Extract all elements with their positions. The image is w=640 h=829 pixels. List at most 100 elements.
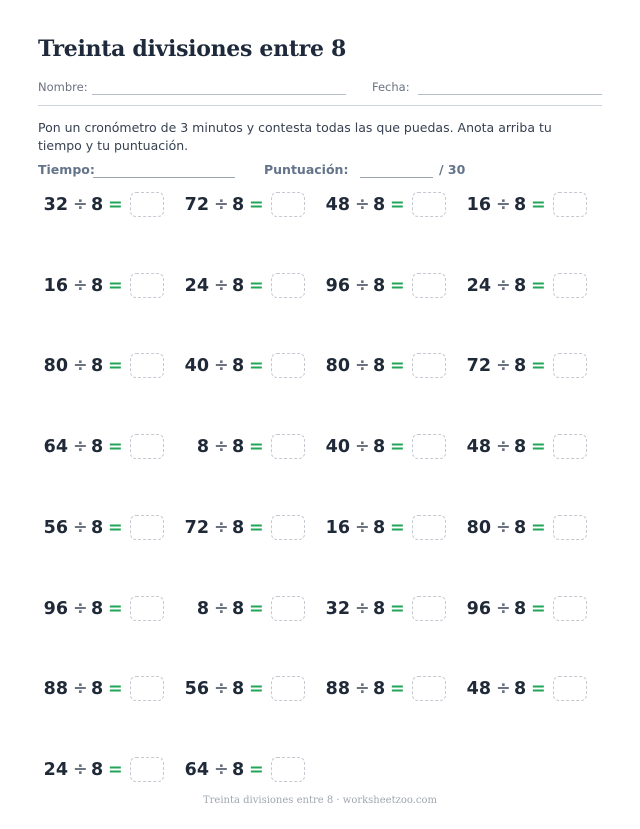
dividend: 88 bbox=[325, 679, 350, 700]
answer-box[interactable] bbox=[130, 353, 164, 379]
divisor: 8 bbox=[91, 759, 104, 780]
division-problem: 96 ÷ 8 = bbox=[324, 272, 474, 300]
division-sign: ÷ bbox=[496, 437, 511, 458]
answer-box[interactable] bbox=[271, 514, 305, 540]
division-problem: 32 ÷ 8 = bbox=[42, 191, 192, 219]
equals-sign: = bbox=[531, 598, 546, 619]
answer-box[interactable] bbox=[553, 514, 587, 540]
answer-box[interactable] bbox=[271, 756, 305, 782]
score-label: Puntuación: bbox=[264, 162, 349, 177]
dividend: 72 bbox=[184, 195, 209, 215]
name-label: Nombre: bbox=[38, 80, 88, 94]
answer-box[interactable] bbox=[412, 595, 446, 621]
answer-box[interactable] bbox=[130, 595, 164, 621]
answer-box[interactable] bbox=[412, 514, 446, 540]
page-title: Treinta divisiones entre 8 bbox=[38, 36, 347, 62]
equals-sign: = bbox=[531, 275, 546, 296]
score-field[interactable] bbox=[360, 177, 433, 178]
division-problem: 32 ÷ 8 = bbox=[324, 595, 474, 623]
division-sign: ÷ bbox=[355, 275, 370, 296]
division-sign: ÷ bbox=[73, 759, 88, 780]
answer-box[interactable] bbox=[553, 434, 587, 460]
division-sign: ÷ bbox=[73, 356, 88, 377]
divisor: 8 bbox=[514, 195, 527, 215]
division-problem: 48 ÷ 8 = bbox=[465, 675, 615, 703]
answer-box[interactable] bbox=[271, 353, 305, 379]
answer-box[interactable] bbox=[553, 192, 587, 217]
answer-box[interactable] bbox=[412, 676, 446, 702]
footer-text: Treinta divisiones entre 8 · worksheetzo… bbox=[202, 795, 438, 806]
divisor: 8 bbox=[91, 679, 104, 700]
division-sign: ÷ bbox=[355, 356, 370, 377]
equals-sign: = bbox=[108, 517, 123, 538]
answer-box[interactable] bbox=[271, 192, 305, 217]
divisor: 8 bbox=[514, 679, 527, 700]
divisor: 8 bbox=[232, 759, 245, 780]
name-date-row: Nombre: Fecha: bbox=[38, 80, 602, 100]
division-sign: ÷ bbox=[214, 679, 229, 700]
answer-box[interactable] bbox=[271, 272, 305, 298]
division-problem: 72 ÷ 8 = bbox=[183, 514, 333, 542]
division-problem: 48 ÷ 8 = bbox=[324, 191, 474, 219]
division-problem: 64 ÷ 8 = bbox=[42, 433, 192, 461]
answer-box[interactable] bbox=[553, 353, 587, 379]
division-sign: ÷ bbox=[355, 598, 370, 619]
name-field[interactable] bbox=[92, 94, 346, 95]
answer-box[interactable] bbox=[130, 756, 164, 782]
division-problem: 40 ÷ 8 = bbox=[324, 433, 474, 461]
division-problem: 16 ÷ 8 = bbox=[465, 191, 615, 219]
dividend: 88 bbox=[43, 679, 68, 700]
division-problem: 56 ÷ 8 = bbox=[183, 675, 333, 703]
equals-sign: = bbox=[249, 517, 264, 538]
division-sign: ÷ bbox=[214, 598, 229, 619]
divisor: 8 bbox=[91, 517, 104, 538]
dividend: 40 bbox=[184, 356, 209, 377]
dividend: 8 bbox=[196, 598, 209, 619]
divisor: 8 bbox=[232, 195, 245, 215]
equals-sign: = bbox=[390, 679, 405, 700]
dividend: 56 bbox=[43, 517, 68, 538]
equals-sign: = bbox=[390, 356, 405, 377]
divisor: 8 bbox=[91, 598, 104, 619]
answer-box[interactable] bbox=[553, 272, 587, 298]
answer-box[interactable] bbox=[130, 272, 164, 298]
date-field[interactable] bbox=[418, 94, 602, 95]
dividend: 72 bbox=[184, 517, 209, 538]
answer-box[interactable] bbox=[271, 595, 305, 621]
dividend: 48 bbox=[466, 679, 491, 700]
answer-box[interactable] bbox=[553, 595, 587, 621]
answer-box[interactable] bbox=[412, 353, 446, 379]
division-problem: 96 ÷ 8 = bbox=[465, 595, 615, 623]
dividend: 40 bbox=[325, 437, 350, 458]
time-field[interactable] bbox=[93, 177, 235, 178]
answer-box[interactable] bbox=[553, 676, 587, 702]
division-sign: ÷ bbox=[214, 517, 229, 538]
date-label: Fecha: bbox=[372, 80, 410, 94]
division-problem: 8 ÷ 8 = bbox=[183, 433, 333, 461]
divisor: 8 bbox=[232, 679, 245, 700]
equals-sign: = bbox=[531, 195, 546, 215]
answer-box[interactable] bbox=[412, 434, 446, 460]
dividend: 96 bbox=[466, 598, 491, 619]
instructions-text: Pon un cronómetro de 3 minutos y contest… bbox=[38, 120, 552, 153]
division-problem: 80 ÷ 8 = bbox=[324, 352, 474, 380]
answer-box[interactable] bbox=[412, 192, 446, 217]
division-sign: ÷ bbox=[214, 356, 229, 377]
answer-box[interactable] bbox=[271, 434, 305, 460]
dividend: 24 bbox=[466, 275, 491, 296]
divisor: 8 bbox=[514, 437, 527, 458]
division-sign: ÷ bbox=[73, 517, 88, 538]
answer-box[interactable] bbox=[130, 676, 164, 702]
answer-box[interactable] bbox=[130, 514, 164, 540]
answer-box[interactable] bbox=[130, 434, 164, 460]
answer-box[interactable] bbox=[271, 676, 305, 702]
answer-box[interactable] bbox=[412, 272, 446, 298]
dividend: 24 bbox=[43, 759, 68, 780]
divisor: 8 bbox=[91, 195, 104, 215]
answer-box[interactable] bbox=[130, 192, 164, 217]
dividend: 80 bbox=[325, 356, 350, 377]
division-problem: 80 ÷ 8 = bbox=[465, 514, 615, 542]
equals-sign: = bbox=[108, 759, 123, 780]
division-problem: 56 ÷ 8 = bbox=[42, 514, 192, 542]
equals-sign: = bbox=[390, 275, 405, 296]
